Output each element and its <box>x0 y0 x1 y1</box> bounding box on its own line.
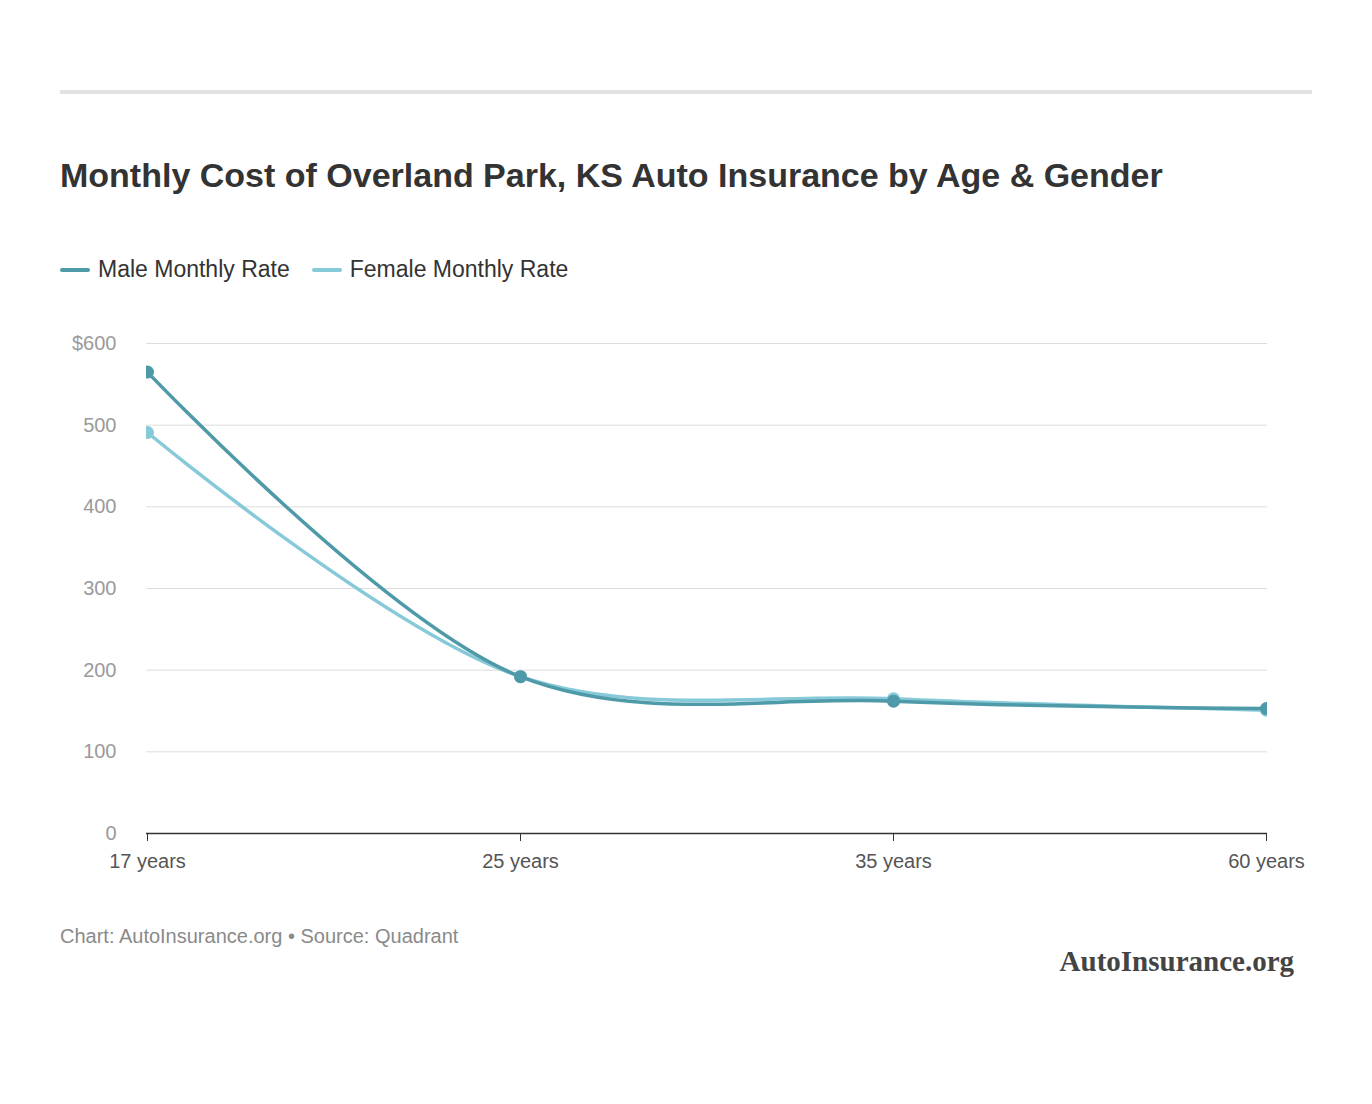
svg-text:300: 300 <box>83 577 116 599</box>
html-text:Monthly Cost of Overland Park,: Monthly Cost of Overland Park, KS Auto I… <box>60 156 1163 194</box>
svg-text:200: 200 <box>83 659 116 681</box>
svg-text:0: 0 <box>105 822 116 844</box>
html-text:Female Monthly Rate: Female Monthly Rate <box>349 256 569 282</box>
svg-text:500: 500 <box>83 414 116 436</box>
html-text:AutoInsurance.org: AutoInsurance.org <box>1059 945 1294 977</box>
svg-text:25 years: 25 years <box>482 850 559 872</box>
svg-text:35 years: 35 years <box>855 850 932 872</box>
svg-text:$600: $600 <box>72 332 117 354</box>
svg-text:17 years: 17 years <box>109 850 186 872</box>
svg-text:400: 400 <box>83 495 116 517</box>
html-text:Male Monthly Rate: Male Monthly Rate <box>98 256 290 282</box>
html-text:Chart: AutoInsurance.org • Sou: Chart: AutoInsurance.org • Source: Quadr… <box>60 925 459 947</box>
svg-text:60 years: 60 years <box>1228 850 1305 872</box>
svg-text:100: 100 <box>83 740 116 762</box>
